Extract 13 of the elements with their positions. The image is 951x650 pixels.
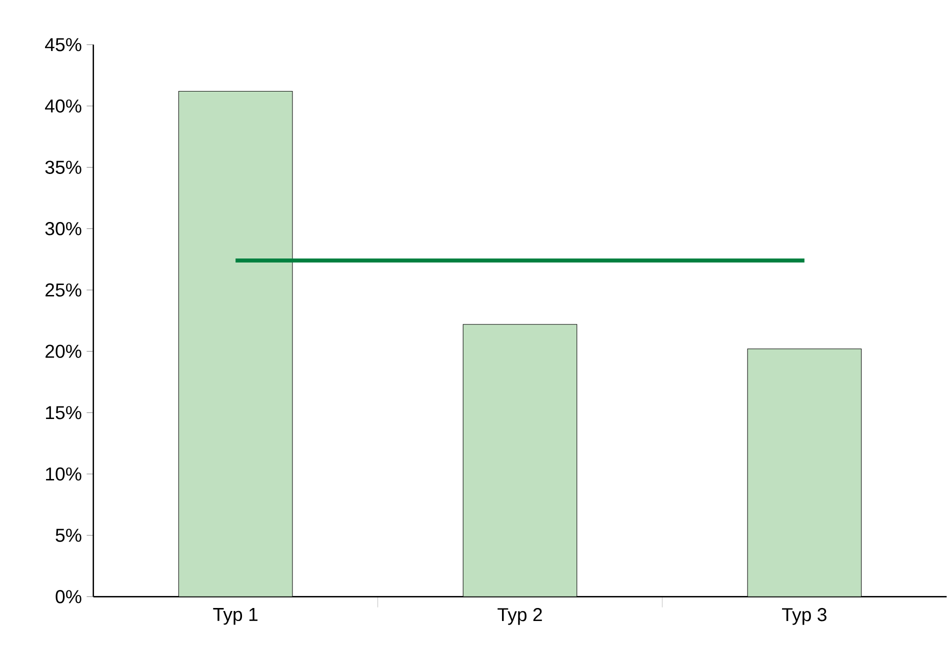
y-tick-label: 25% xyxy=(46,283,82,297)
x-tick-label: Typ 2 xyxy=(498,608,542,625)
y-tick-label: 30% xyxy=(45,222,82,236)
y-tick-label: 45% xyxy=(45,38,82,52)
y-tick-label: 10% xyxy=(46,467,82,481)
y-tick-label: 15% xyxy=(46,406,82,420)
x-tick-label: Typ 1 xyxy=(213,608,258,625)
y-tick-label: 5% xyxy=(56,528,82,542)
x-tick-label: Typ 3 xyxy=(782,608,826,625)
y-tick-label: 20% xyxy=(46,344,82,358)
y-tick-label: 40% xyxy=(45,99,82,113)
y-tick-label: 0% xyxy=(56,590,82,604)
y-tick-label: 35% xyxy=(45,160,82,174)
